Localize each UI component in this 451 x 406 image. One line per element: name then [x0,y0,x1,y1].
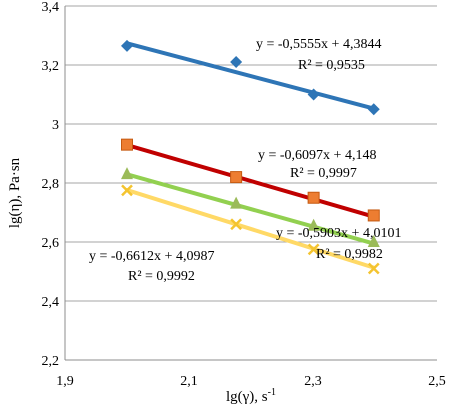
trend-equation-series-1: y = -0,5555x + 4,3844 [256,37,381,52]
trend-equation-series-3: y = -0,5903x + 4,0101 [276,226,401,241]
x-tick-label: 2,1 [180,374,198,389]
data-point-series-4 [230,218,243,231]
data-point-series-2 [230,171,243,184]
trendline-series-1 [125,41,376,111]
r-squared-series-4: R² = 0,9992 [128,269,195,284]
r-squared-series-2: R² = 0,9997 [290,166,357,181]
data-point-series-1 [367,103,380,116]
y-axis-title: lg(η), Pa·sn [7,157,23,228]
y-tick-label: 3 [52,118,59,133]
data-point-series-1 [121,39,133,52]
y-tick-label: 2,8 [42,177,60,192]
data-point-series-2 [307,191,320,204]
x-axis-title: lg(γ), s-1 [226,387,276,405]
data-point-series-3 [230,196,243,209]
y-tick-label: 2,4 [42,295,60,310]
data-point-series-1 [230,56,243,69]
r-squared-series-3: R² = 0,9982 [316,247,383,262]
data-point-series-4 [367,262,380,275]
trend-equation-series-2: y = -0,6097x + 4,148 [258,148,376,163]
data-point-series-4 [121,184,133,197]
data-point-series-3 [307,218,320,231]
equation-labels: y = -0,5555x + 4,3844 R² = 0,9535 y = -0,6… [89,37,401,284]
r-squared-series-1: R² = 0,9535 [298,58,365,73]
data-point-series-2 [367,209,380,222]
data-point-series-4 [307,243,320,256]
data-point-series-3 [121,167,133,180]
trendline-series-2 [125,143,376,219]
trendline-series-4 [125,187,376,270]
data-markers [121,39,380,275]
x-axis-title-superscript: -1 [268,387,276,398]
y-tick-label: 3,4 [42,0,60,15]
x-axis-title-main: lg(γ), s [226,389,268,405]
trendline-series-3 [125,172,376,246]
trendlines [125,41,376,270]
y-tick-label: 2,2 [42,354,60,369]
trend-equation-series-4: y = -0,6612x + 4,0987 [89,249,214,264]
tick-labels: 2,2 2,4 2,6 2,8 3 3,2 3,4 1,9 2,1 2,3 2,5 [42,0,446,389]
data-point-series-3 [367,235,380,247]
x-tick-label: 2,5 [428,374,446,389]
y-tick-label: 2,6 [42,236,60,251]
axes [64,6,437,361]
y-tick-label: 3,2 [42,59,60,74]
x-tick-label: 2,3 [304,374,322,389]
x-tick-label: 1,9 [56,374,74,389]
data-point-series-2 [121,138,133,151]
data-point-series-1 [307,88,320,101]
